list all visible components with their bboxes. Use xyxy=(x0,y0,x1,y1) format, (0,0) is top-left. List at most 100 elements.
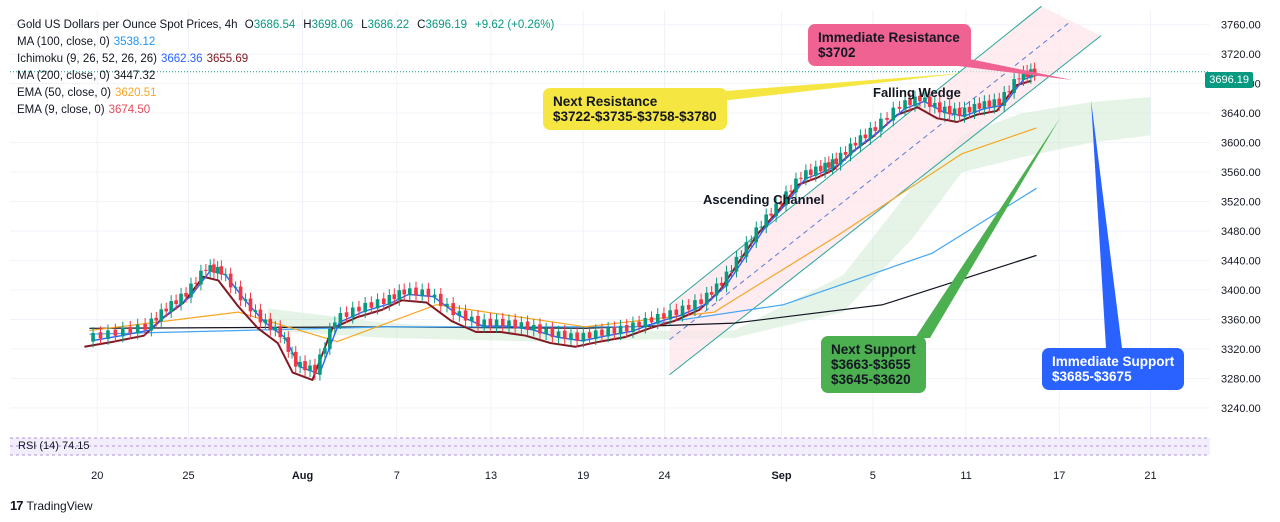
candle-body xyxy=(135,324,140,334)
candle-body xyxy=(581,332,586,342)
candle-body xyxy=(724,271,729,287)
candle-body xyxy=(804,170,808,180)
ohlc-key: H xyxy=(303,19,312,31)
candle-body xyxy=(668,310,672,320)
candle-body xyxy=(1002,91,1007,106)
candle-body xyxy=(303,361,307,371)
candle-body xyxy=(392,294,397,300)
annotation-line: Immediate Support xyxy=(1052,354,1175,369)
indicator-row[interactable]: MA (100, close, 0) 3538.12 xyxy=(17,34,566,51)
ascending-channel-label: Ascending Channel xyxy=(703,192,825,207)
last-price-tag: 3696.19 xyxy=(1205,72,1253,88)
candle-body xyxy=(637,321,641,327)
annotation-pointers xyxy=(712,55,1122,348)
candle-body xyxy=(199,270,203,285)
candle-body xyxy=(937,102,942,113)
annotation-line: $3645-$3620 xyxy=(831,372,911,387)
candle-body xyxy=(562,330,567,339)
candle-body xyxy=(174,300,178,304)
indicator-row[interactable]: Ichimoku (9, 26, 52, 26, 26) 3662.36 3655.… xyxy=(17,51,566,68)
candle-body xyxy=(612,327,617,334)
candle-body xyxy=(897,106,902,109)
candle-body xyxy=(923,97,927,103)
annotation-line: Next Support xyxy=(831,342,916,357)
ohlc-value: 3686.54 xyxy=(253,19,296,31)
candle-body xyxy=(194,282,198,284)
immediate-support-pointer xyxy=(1091,100,1122,348)
candle-body xyxy=(709,292,714,295)
candle-body xyxy=(507,320,511,327)
next-resistance-box: Next Resistance $3722-$3735-$3758-$3780 xyxy=(543,88,727,130)
candle-body xyxy=(587,332,592,339)
price-tick-label: 3720.00 xyxy=(1221,49,1261,61)
candle-body xyxy=(488,318,493,327)
brand-name: TradingView xyxy=(26,498,93,513)
time-tick-label: 5 xyxy=(870,470,876,482)
candle-body xyxy=(643,318,648,328)
candle-body xyxy=(219,266,224,275)
rsi-label: RSI (14) 74.15 xyxy=(18,440,90,452)
candle-body xyxy=(686,304,691,310)
tradingview-logo[interactable]: 17 TradingView xyxy=(10,498,93,513)
candle-body xyxy=(159,309,164,322)
candle-body xyxy=(843,152,848,155)
next-support-pointer xyxy=(915,118,1060,338)
ohlc-key: O xyxy=(244,19,254,31)
candles xyxy=(91,62,1037,381)
time-tick-label: 19 xyxy=(577,470,589,482)
candle-body xyxy=(997,98,1002,106)
candle-body xyxy=(253,310,258,313)
candle-body xyxy=(494,319,499,327)
time-axis[interactable]: 20 25 Aug 7 13 19 24 Sep 5 11 17 21 xyxy=(91,470,1156,482)
indicator-list: MA (100, close, 0) 3538.12 Ichimoku (9, 26… xyxy=(17,34,566,119)
annotation-line: $3722-$3735-$3758-$3780 xyxy=(553,109,717,124)
candle-body xyxy=(350,307,355,318)
ohlc-item: H3698.06 xyxy=(303,19,357,31)
candle-body xyxy=(268,318,273,330)
indicator-row[interactable]: EMA (50, close, 0) 3620.51 xyxy=(17,85,566,102)
candle-body xyxy=(397,290,402,300)
candle-body xyxy=(655,313,660,324)
candle-body xyxy=(164,308,168,312)
indicator-label: EMA (50, close, 0) xyxy=(17,87,111,99)
price-axis[interactable]: 3240.00 3280.00 3320.00 3360.00 3400.00 3440.… xyxy=(1221,20,1261,415)
candle-body xyxy=(818,165,823,172)
candle-body xyxy=(426,288,431,297)
candle-body xyxy=(962,107,967,117)
candle-body xyxy=(189,283,193,298)
candle-body xyxy=(363,302,367,313)
indicator-row[interactable]: MA (200, close, 0) 3447.32 xyxy=(17,68,566,85)
candle-body xyxy=(248,298,253,312)
price-tick-label: 3760.00 xyxy=(1221,20,1261,32)
immediate-support-box: Immediate Support $3685-$3675 xyxy=(1042,348,1184,390)
time-tick-label: 11 xyxy=(960,470,971,482)
candle-body xyxy=(420,289,424,297)
falling-wedge-label: Falling Wedge xyxy=(873,85,961,100)
ohlc-item: L3686.22 xyxy=(361,19,413,31)
candle-body xyxy=(482,319,486,327)
candle-body xyxy=(154,317,159,321)
channel-mid-line xyxy=(669,20,1072,341)
indicator-row[interactable]: EMA (9, close, 0) 3674.50 xyxy=(17,102,566,119)
rsi-pane xyxy=(10,437,1210,456)
candle-body xyxy=(550,327,555,338)
indicator-label: MA (200, close, 0) xyxy=(17,70,110,82)
candle-body xyxy=(128,326,133,333)
candle-body xyxy=(407,288,412,296)
candle-body xyxy=(942,106,947,114)
ohlc-item: O3686.54 xyxy=(245,19,300,31)
candle-body xyxy=(402,289,407,295)
candle-body xyxy=(769,213,773,216)
candle-body xyxy=(908,99,912,106)
ohlc-value: 3698.06 xyxy=(311,19,354,31)
time-tick-label: 20 xyxy=(91,470,103,482)
candle-body xyxy=(121,327,125,337)
candle-body xyxy=(784,191,788,206)
candle-body xyxy=(1032,68,1037,75)
time-tick-label: 21 xyxy=(1144,470,1156,482)
candle-body xyxy=(282,337,287,339)
candle-body xyxy=(662,313,666,319)
annotation-line: Next Resistance xyxy=(553,94,658,109)
candle-body xyxy=(212,264,216,273)
ohlc-values: O3686.54 H3698.06 L3686.22 C3696.19 +9.62 (+… xyxy=(245,19,563,31)
